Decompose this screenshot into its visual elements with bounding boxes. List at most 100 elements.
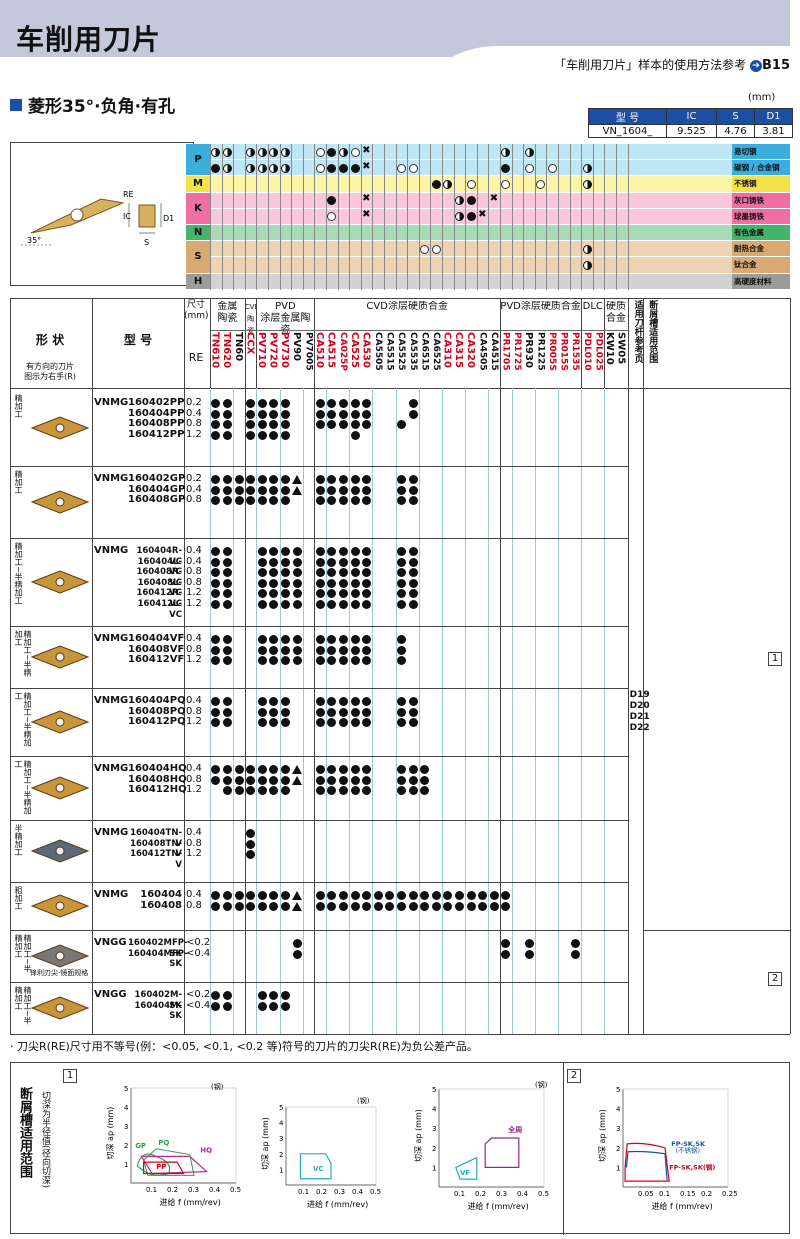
iso-s-label: S (186, 241, 210, 274)
rating-dot (431, 891, 441, 900)
x-tick: 0.15 (680, 1190, 696, 1198)
rating-symbol (582, 244, 592, 254)
machining-type: 精加工~半精加工 (14, 630, 32, 677)
rating-dot (362, 901, 372, 911)
rating-dot (350, 420, 360, 430)
rating-dot (350, 589, 360, 599)
grade-pv7005: PV7005 (303, 332, 314, 371)
rating-dot (211, 589, 221, 599)
rating-dot (211, 718, 221, 728)
material-label: 灰口铸铁 (732, 192, 790, 209)
rating-dot (338, 656, 348, 666)
rating-triangle (292, 765, 302, 774)
rating-dot (327, 568, 337, 578)
rating-triangle (292, 485, 302, 495)
holder-ref[interactable]: D22 (629, 723, 650, 733)
grid-line (302, 144, 304, 290)
model-code: 160402PP (128, 397, 185, 408)
rating-dot (396, 891, 406, 900)
rating-dot (222, 475, 232, 484)
series-label: FP-SK,SK (671, 1140, 706, 1148)
rating-dot (222, 547, 232, 556)
rating-dot (396, 485, 406, 495)
x-tick: 0.4 (209, 1186, 221, 1194)
group-header-rule (210, 330, 628, 331)
grade-ca5505: CA5505 (372, 332, 383, 371)
rating-dot (234, 901, 244, 911)
rating-dot (211, 901, 221, 911)
rating-dot (396, 589, 406, 599)
rating-dot (408, 485, 418, 495)
rating-dot (396, 547, 406, 556)
re-header: RE (188, 351, 204, 364)
model-code: 160408GP (128, 494, 186, 506)
grid-line (256, 144, 258, 290)
rating-dot (269, 1001, 279, 1011)
grade-group-header: CVD 陶瓷 (244, 303, 257, 335)
arrow-right-icon: ➔ (750, 59, 762, 72)
rating-dot (211, 707, 221, 717)
x-tick: 0.5 (230, 1186, 241, 1194)
rating-symbol (315, 147, 325, 157)
x-tick: 0.4 (352, 1188, 364, 1196)
x-tick: 0.2 (316, 1188, 327, 1196)
rating-dot (408, 557, 418, 567)
rating-symbol (524, 147, 534, 157)
machining-type: 精加工 (14, 470, 23, 494)
rating-dot (280, 775, 290, 785)
rating-dot (350, 475, 360, 484)
series-label: (不锈钢) (676, 1146, 701, 1155)
holder-ref[interactable]: D20 (629, 701, 650, 711)
rating-dot (408, 707, 418, 717)
holder-ref[interactable]: D21 (629, 712, 650, 722)
cross-mark: ✖ (478, 209, 487, 221)
rating-dot (524, 949, 534, 959)
rating-symbol (547, 163, 557, 173)
table-top-rule (10, 298, 790, 299)
rating-dot (246, 891, 256, 900)
steel-label: (钢) (357, 1096, 370, 1105)
rating-symbol (396, 163, 406, 173)
chip-ref-2[interactable]: 2 (768, 972, 782, 986)
grade-pdl010: PDL010 (581, 332, 592, 371)
grade-ca315: CA315 (453, 332, 465, 368)
svg-text:IC: IC (123, 212, 131, 221)
grade-pr1535: PR1535 (570, 332, 581, 371)
rating-symbol (327, 196, 337, 206)
grade-pdl025: PDL025 (593, 332, 604, 371)
group-divider (244, 298, 246, 1034)
y-tick: 1 (432, 1164, 436, 1172)
rating-dot (257, 775, 267, 785)
machining-type: 粗加工 (14, 886, 23, 910)
rating-symbol (222, 147, 232, 157)
grid-line (360, 144, 362, 290)
rating-symbol (582, 179, 592, 189)
rating-dot (338, 891, 348, 900)
rating-dot (362, 891, 372, 900)
rating-dot (315, 547, 325, 556)
chip-ref-1[interactable]: 1 (768, 652, 782, 666)
re-value: 0.4 (186, 889, 202, 900)
grade-kw10: KW10 (603, 332, 615, 365)
rating-symbol (501, 179, 511, 189)
rating-dot (269, 547, 279, 556)
rating-dot (362, 399, 372, 408)
rating-dot (408, 496, 418, 506)
x-tick: 0.4 (517, 1190, 529, 1198)
series-label: PQ (158, 1139, 169, 1147)
rating-dot (234, 891, 244, 900)
cross-mark: ✖ (362, 160, 371, 172)
rating-dot (362, 568, 372, 578)
rating-dot (315, 775, 325, 785)
rating-dot (257, 718, 267, 728)
reference-link[interactable]: 「车削用刀片」样本的使用方法参考 ➔ B15 (554, 58, 790, 73)
x-tick: 0.1 (146, 1186, 157, 1194)
model-prefix: VNMG (94, 827, 129, 838)
rating-dot (338, 485, 348, 495)
rating-dot (222, 991, 232, 1000)
rating-dot (327, 420, 337, 430)
holder-ref[interactable]: D19 (629, 690, 650, 700)
insert-image (30, 710, 90, 734)
rating-dot (315, 557, 325, 567)
row-rule (10, 820, 628, 821)
